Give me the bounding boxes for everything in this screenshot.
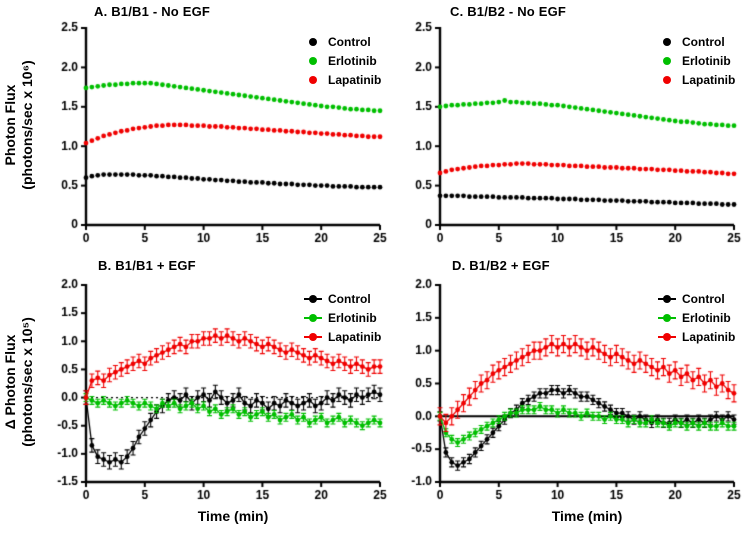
erlotinib-dot-icon	[309, 56, 317, 65]
legend-item-lapatinib: Lapatinib	[304, 327, 381, 346]
legend-item-erlotinib: Erlotinib	[658, 51, 735, 70]
legend-item-erlotinib: Erlotinib	[658, 308, 735, 327]
legend-marker	[658, 332, 676, 342]
legend-marker	[304, 313, 322, 323]
y-axis-label-top: Photon Flux (photons/sec x 10⁶)	[2, 60, 35, 190]
legend-marker	[658, 56, 676, 66]
erlotinib-dot-icon	[663, 56, 671, 65]
legend-item-erlotinib: Erlotinib	[304, 308, 381, 327]
legend-marker	[304, 332, 322, 342]
panel-c-title: C. B1/B2 - No EGF	[450, 4, 567, 19]
legend-label: Control	[328, 34, 371, 49]
panel-d-title: D. B1/B2 + EGF	[452, 258, 550, 273]
legend-marker	[304, 75, 322, 85]
x-axis-label-left: Time (min)	[197, 508, 269, 524]
legend-marker	[304, 56, 322, 66]
lapatinib-dot-icon	[309, 75, 317, 84]
legend-marker	[304, 37, 322, 47]
panel-b-title: B. B1/B1 + EGF	[98, 258, 196, 273]
legend-item-control: Control	[658, 32, 735, 51]
control-dot-icon	[309, 294, 317, 303]
lapatinib-dot-icon	[663, 332, 671, 341]
legend-label: Erlotinib	[328, 53, 377, 68]
panel-b-legend: Control Erlotinib Lapatinib	[304, 289, 381, 346]
legend-marker	[658, 37, 676, 47]
legend-item-lapatinib: Lapatinib	[658, 70, 735, 89]
legend-item-control: Control	[658, 289, 735, 308]
lapatinib-dot-icon	[663, 75, 671, 84]
y-axis-label-bottom: Δ Photon Flux (photons/sec x 10⁵)	[2, 317, 35, 447]
control-dot-icon	[309, 37, 317, 46]
erlotinib-dot-icon	[663, 313, 671, 322]
legend-item-lapatinib: Lapatinib	[658, 327, 735, 346]
legend-label: Control	[682, 291, 725, 306]
legend-marker	[658, 75, 676, 85]
control-dot-icon	[663, 37, 671, 46]
legend-label: Lapatinib	[682, 329, 736, 344]
legend-label: Control	[328, 291, 371, 306]
control-dot-icon	[663, 294, 671, 303]
panel-a-plot	[38, 18, 390, 250]
legend-marker	[304, 294, 322, 304]
panel-d-plot	[392, 275, 744, 507]
legend-item-lapatinib: Lapatinib	[304, 70, 381, 89]
legend-label: Control	[682, 34, 725, 49]
panel-a-legend: Control Erlotinib Lapatinib	[304, 32, 381, 89]
legend-label: Erlotinib	[682, 310, 731, 325]
legend-marker	[658, 294, 676, 304]
panel-b-plot	[38, 275, 390, 507]
legend-label: Lapatinib	[328, 72, 382, 87]
x-axis-label-right: Time (min)	[551, 508, 623, 524]
erlotinib-dot-icon	[309, 313, 317, 322]
legend-label: Erlotinib	[328, 310, 377, 325]
legend-label: Erlotinib	[682, 53, 731, 68]
legend-marker	[658, 313, 676, 323]
legend-label: Lapatinib	[328, 329, 382, 344]
panel-c-plot	[392, 18, 744, 250]
lapatinib-dot-icon	[309, 332, 317, 341]
legend-item-erlotinib: Erlotinib	[304, 51, 381, 70]
panel-a-title: A. B1/B1 - No EGF	[94, 4, 211, 19]
legend-item-control: Control	[304, 289, 381, 308]
panel-c-legend: Control Erlotinib Lapatinib	[658, 32, 735, 89]
panel-d-legend: Control Erlotinib Lapatinib	[658, 289, 735, 346]
legend-label: Lapatinib	[682, 72, 736, 87]
legend-item-control: Control	[304, 32, 381, 51]
